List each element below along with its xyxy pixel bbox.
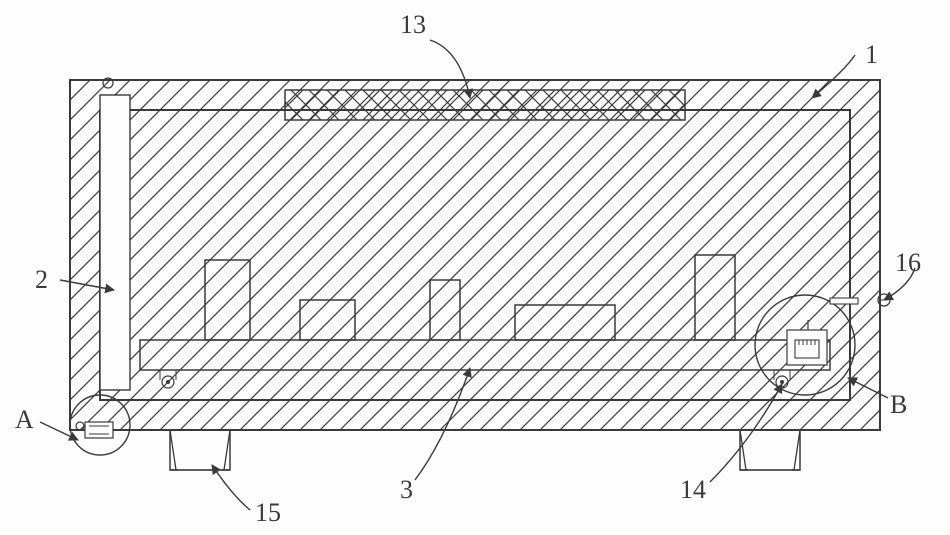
- callout-16: 16: [895, 248, 921, 278]
- callout-13: 13: [400, 10, 426, 40]
- callout-14: 14: [680, 475, 706, 505]
- callout-15: 15: [255, 498, 281, 528]
- technical-drawing: [0, 0, 950, 535]
- callout-B: B: [890, 390, 907, 420]
- callout-2: 2: [35, 265, 48, 295]
- callout-1: 1: [865, 40, 878, 70]
- callout-3: 3: [400, 475, 413, 505]
- callout-A: A: [15, 405, 34, 435]
